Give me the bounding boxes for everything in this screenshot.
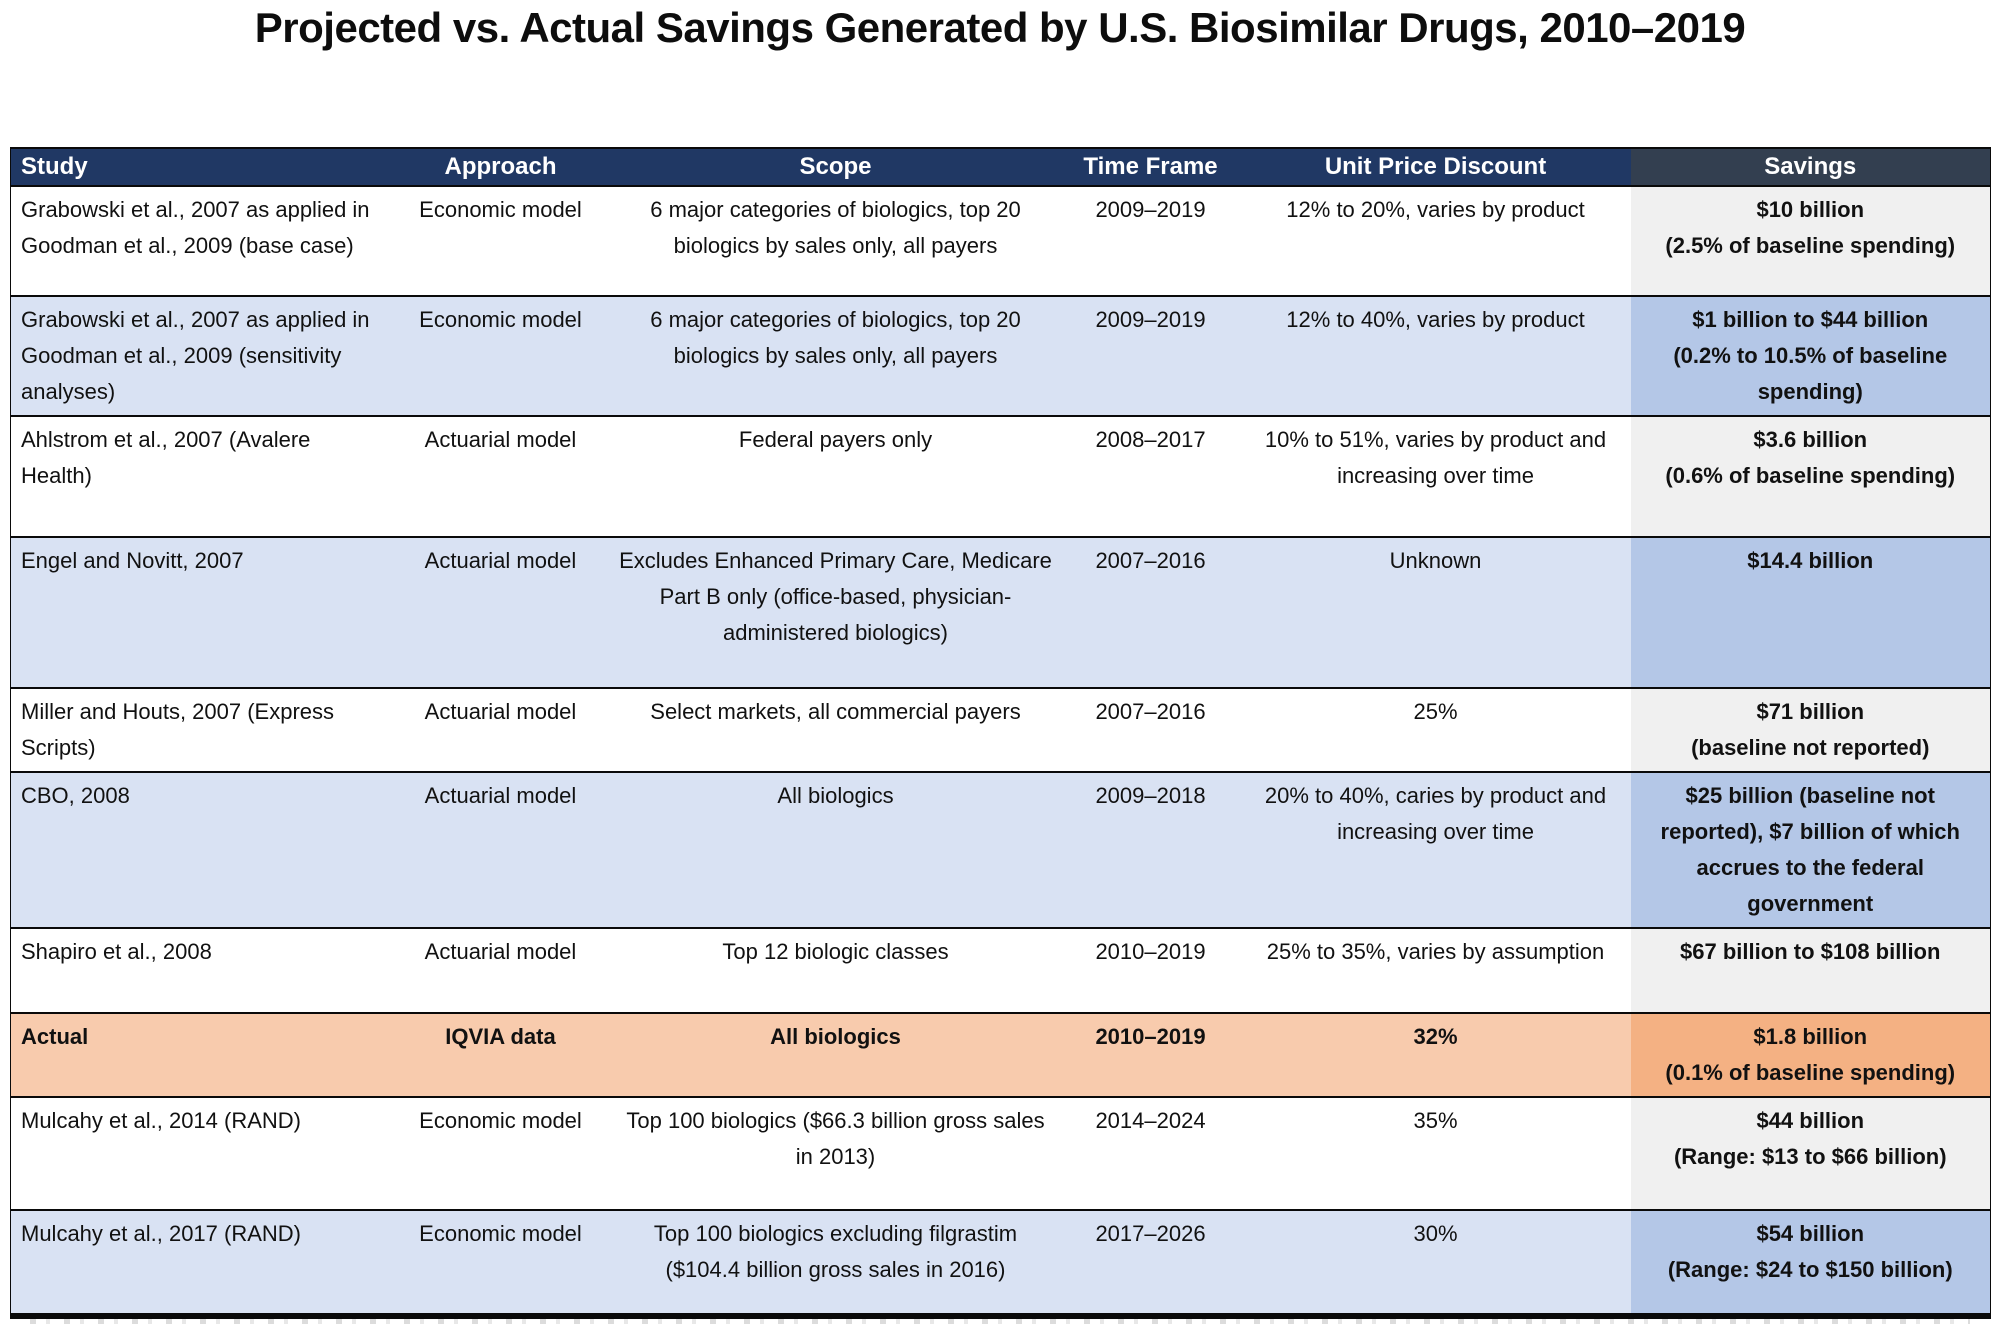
cell-time-frame: 2009–2018 bbox=[1060, 772, 1241, 928]
table-row: Engel and Novitt, 2007 Actuarial model E… bbox=[10, 537, 1991, 688]
cell-savings: $1 billion to $44 billion (0.2% to 10.5%… bbox=[1630, 296, 1991, 416]
cell-scope: Federal payers only bbox=[738, 427, 933, 452]
cell-unit-price-discount: 25% to 35%, varies by assumption bbox=[1266, 939, 1605, 964]
cell-time-frame: 2014–2024 bbox=[1095, 1108, 1206, 1133]
cell-approach: Actuarial model bbox=[390, 537, 611, 688]
table-row: Mulcahy et al., 2017 (RAND) Economic mod… bbox=[10, 1210, 1991, 1316]
cell-time-frame: 2009–2019 bbox=[1095, 197, 1206, 222]
cell-savings: $3.6 billion (0.6% of baseline spending) bbox=[1630, 416, 1991, 537]
cell-savings: $14.4 billion bbox=[1630, 537, 1991, 688]
cell-approach: Actuarial model bbox=[424, 427, 577, 452]
cell-savings: $10 billion (2.5% of baseline spending) bbox=[1630, 186, 1991, 296]
cell-study: Grabowski et al., 2007 as applied in Goo… bbox=[10, 296, 391, 416]
cell-unit-price-discount: 35% bbox=[1413, 1108, 1458, 1133]
table-row: Ahlstrom et al., 2007 (Avalere Health) A… bbox=[10, 416, 1991, 537]
table-row: Miller and Houts, 2007 (Express Scripts)… bbox=[10, 688, 1991, 772]
cell-scope: All biologics bbox=[610, 1013, 1061, 1097]
cell-unit-price-discount: 30% bbox=[1240, 1210, 1631, 1316]
page-title: Projected vs. Actual Savings Generated b… bbox=[254, 4, 1746, 51]
savings-comparison-table: Study Approach Scope Time Frame Unit Pri… bbox=[10, 147, 1991, 1319]
cell-approach: Economic model bbox=[419, 1108, 582, 1133]
cell-scope: 6 major categories of biologics, top 20 … bbox=[610, 296, 1061, 416]
cell-study: Actual bbox=[10, 1013, 391, 1097]
cell-approach: Economic model bbox=[419, 197, 582, 222]
cell-approach: Economic model bbox=[390, 296, 611, 416]
cell-approach: Economic model bbox=[390, 1210, 611, 1316]
cell-study: Mulcahy et al., 2014 (RAND) bbox=[21, 1108, 301, 1133]
cell-unit-price-discount: 12% to 20%, varies by product bbox=[1286, 197, 1585, 222]
cell-unit-price-discount: 10% to 51%, varies by product and increa… bbox=[1264, 427, 1607, 488]
table-header-row: Study Approach Scope Time Frame Unit Pri… bbox=[10, 148, 1991, 186]
cell-time-frame: 2010–2019 bbox=[1095, 939, 1206, 964]
cell-time-frame: 2007–2016 bbox=[1095, 699, 1206, 724]
cell-savings: $25 billion (baseline not reported), $7 … bbox=[1630, 772, 1991, 928]
cell-study: Ahlstrom et al., 2007 (Avalere Health) bbox=[21, 427, 311, 488]
cell-study: Grabowski et al., 2007 as applied in Goo… bbox=[21, 197, 370, 258]
col-header-scope: Scope bbox=[610, 148, 1061, 186]
cell-approach: Actuarial model bbox=[390, 772, 611, 928]
col-header-savings: Savings bbox=[1630, 148, 1991, 186]
table-row: CBO, 2008 Actuarial model All biologics … bbox=[10, 772, 1991, 928]
col-header-study: Study bbox=[10, 148, 391, 186]
cell-savings: $44 billion (Range: $13 to $66 billion) bbox=[1630, 1097, 1991, 1210]
cell-study: Engel and Novitt, 2007 bbox=[10, 537, 391, 688]
table-row: Grabowski et al., 2007 as applied in Goo… bbox=[10, 296, 1991, 416]
actual-row: Actual IQVIA data All biologics 2010–201… bbox=[10, 1013, 1991, 1097]
cell-study: Mulcahy et al., 2017 (RAND) bbox=[10, 1210, 391, 1316]
cell-unit-price-discount: Unknown bbox=[1240, 537, 1631, 688]
cell-scope: All biologics bbox=[610, 772, 1061, 928]
table-row: Shapiro et al., 2008 Actuarial model Top… bbox=[10, 928, 1991, 1013]
cell-scope: Top 12 biologic classes bbox=[722, 939, 949, 964]
cutoff-text-strip bbox=[30, 1319, 1970, 1324]
cell-scope: Top 100 biologics excluding filgrastim (… bbox=[610, 1210, 1061, 1316]
table-row: Mulcahy et al., 2014 (RAND) Economic mod… bbox=[10, 1097, 1991, 1210]
cell-savings: $1.8 billion (0.1% of baseline spending) bbox=[1630, 1013, 1991, 1097]
cell-savings: $71 billion (baseline not reported) bbox=[1630, 688, 1991, 772]
cell-scope: Excludes Enhanced Primary Care, Medicare… bbox=[610, 537, 1061, 688]
cell-study: Shapiro et al., 2008 bbox=[21, 939, 212, 964]
cell-scope: Top 100 biologics ($66.3 billion gross s… bbox=[626, 1108, 1045, 1169]
cell-approach: Actuarial model bbox=[424, 699, 577, 724]
cell-unit-price-discount: 32% bbox=[1240, 1013, 1631, 1097]
cell-study: Miller and Houts, 2007 (Express Scripts) bbox=[21, 699, 335, 760]
col-header-unit-price-discount: Unit Price Discount bbox=[1240, 148, 1631, 186]
cell-time-frame: 2007–2016 bbox=[1060, 537, 1241, 688]
cell-savings: $54 billion (Range: $24 to $150 billion) bbox=[1630, 1210, 1991, 1316]
cell-time-frame: 2010–2019 bbox=[1060, 1013, 1241, 1097]
cell-scope: 6 major categories of biologics, top 20 … bbox=[650, 197, 1021, 258]
cell-time-frame: 2009–2019 bbox=[1060, 296, 1241, 416]
cell-approach: IQVIA data bbox=[390, 1013, 611, 1097]
cell-study: CBO, 2008 bbox=[10, 772, 391, 928]
col-header-time-frame: Time Frame bbox=[1060, 148, 1241, 186]
cell-unit-price-discount: 25% bbox=[1413, 699, 1458, 724]
cell-scope: Select markets, all commercial payers bbox=[650, 699, 1021, 724]
cell-approach: Actuarial model bbox=[424, 939, 577, 964]
cell-time-frame: 2008–2017 bbox=[1095, 427, 1206, 452]
cell-unit-price-discount: 20% to 40%, caries by product and increa… bbox=[1240, 772, 1631, 928]
cell-savings: $67 billion to $108 billion bbox=[1630, 928, 1991, 1013]
table-row: Grabowski et al., 2007 as applied in Goo… bbox=[10, 186, 1991, 296]
cell-unit-price-discount: 12% to 40%, varies by product bbox=[1240, 296, 1631, 416]
cell-time-frame: 2017–2026 bbox=[1060, 1210, 1241, 1316]
col-header-approach: Approach bbox=[390, 148, 611, 186]
